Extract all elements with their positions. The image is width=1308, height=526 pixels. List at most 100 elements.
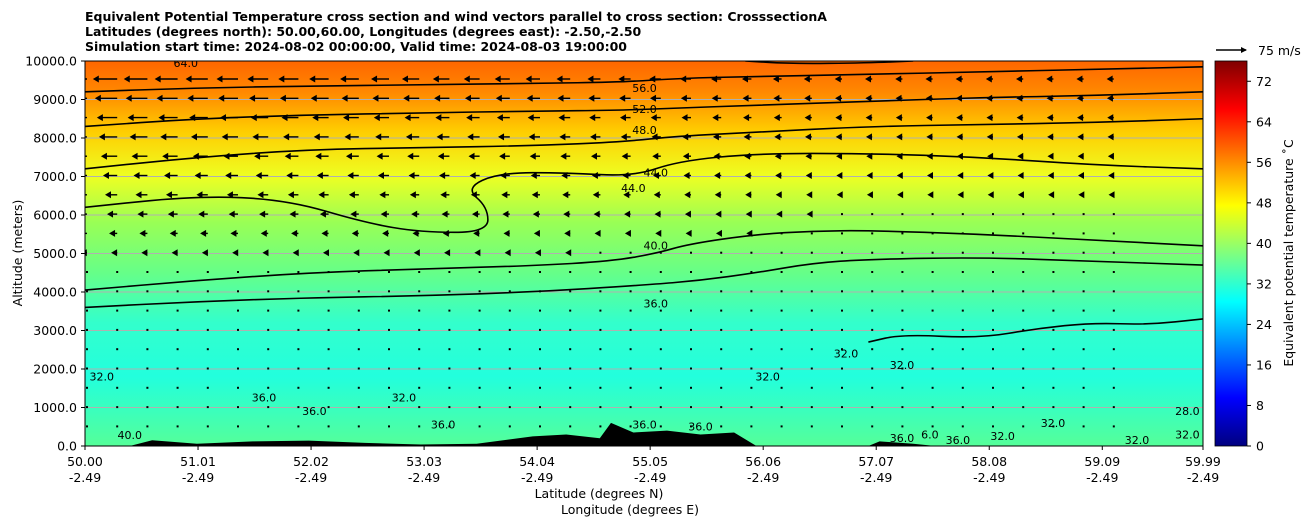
wind-vector (841, 309, 843, 312)
wind-vector-head (411, 210, 418, 218)
contour-label: 28.0 (1175, 405, 1200, 418)
wind-vector (116, 406, 119, 409)
wind-vector-head (472, 210, 479, 218)
wind-vector-head (895, 94, 902, 102)
y-tick-label: 8000.0 (33, 131, 77, 146)
wind-vector-head (557, 94, 564, 102)
colorbar-tick-label: 48 (1256, 195, 1272, 210)
wind-vector-head (109, 229, 116, 237)
wind-vector-head (1108, 191, 1115, 199)
wind-vector-head (561, 172, 568, 179)
wind-vector-head (319, 210, 326, 218)
wind-vector-head (102, 172, 109, 179)
wind-vector (961, 309, 964, 312)
wind-vector (901, 271, 904, 273)
wind-vector (267, 290, 270, 293)
wind-vector-head (373, 114, 380, 122)
wind-vector-head (1106, 94, 1113, 102)
wind-vector (116, 309, 119, 312)
wind-vector (841, 232, 843, 235)
wind-vector (780, 251, 783, 254)
wind-vector (418, 425, 421, 428)
wind-vector-head (711, 94, 718, 102)
wind-vector (720, 328, 723, 331)
wind-vector (629, 290, 632, 293)
wind-vector (357, 425, 360, 428)
wind-vector-head (926, 152, 933, 160)
wind-vector (357, 406, 360, 409)
wind-vector-head (466, 114, 473, 122)
wind-vector (116, 367, 119, 370)
wind-vector-head (896, 152, 903, 160)
contour-label: 32.0 (1041, 417, 1066, 430)
wind-vector (1112, 386, 1115, 389)
wind-vector (1112, 406, 1115, 409)
wind-vector (1052, 271, 1055, 273)
wind-vector (478, 348, 481, 351)
wind-vector-head (154, 75, 161, 83)
wind-vector-head (412, 229, 419, 237)
wind-vector (1022, 213, 1025, 216)
wind-vector-head (589, 114, 596, 122)
wind-vector (780, 406, 783, 409)
colorbar-tick-label: 32 (1256, 276, 1272, 291)
contour-label: 48.0 (632, 124, 657, 137)
wind-vector (206, 348, 209, 351)
wind-vector-head (1078, 172, 1085, 179)
wind-vector-head (371, 75, 378, 83)
wind-vector (1052, 328, 1055, 331)
wind-vector-head (590, 133, 597, 141)
colorbar-ticks: 0 8 16 24 32 40 48 56 64 72 (1247, 74, 1272, 454)
wind-vector-head (745, 210, 752, 218)
wind-vector (508, 290, 511, 293)
wind-vector-head (198, 210, 205, 218)
wind-vector-head (259, 210, 266, 218)
wind-vector (327, 309, 330, 312)
wind-vector (1082, 348, 1085, 351)
wind-vector-head (464, 94, 471, 102)
wind-vector-head (185, 75, 192, 83)
wind-vector-head (66, 114, 72, 121)
wind-vector (1082, 406, 1085, 409)
wind-vector (478, 425, 481, 428)
contour-label: 32.0 (90, 371, 115, 384)
wind-vector-head (556, 75, 563, 83)
wind-vector (297, 309, 300, 312)
wind-vector (327, 271, 330, 273)
wind-vector-head (162, 152, 169, 160)
wind-vector (86, 348, 88, 351)
wind-vector-head (1077, 114, 1084, 122)
wind-vector-head (712, 133, 719, 141)
contour-label: 44.0 (644, 167, 669, 180)
wind-vector-head (79, 230, 85, 237)
wind-vector (1022, 232, 1025, 235)
contour-label: 36.0 (302, 405, 327, 418)
wind-vector (961, 271, 964, 273)
wind-vector (961, 251, 964, 254)
wind-vector-head (96, 114, 103, 122)
wind-vector-head (341, 94, 348, 102)
wind-vector (810, 290, 813, 293)
contour-line-48.0 (85, 117, 1203, 170)
wind-vector-head (70, 153, 76, 160)
wind-vector (388, 367, 390, 370)
wind-vector-head (1106, 75, 1113, 83)
wind-vector (992, 386, 994, 389)
wind-vector-head (987, 172, 994, 179)
wind-vector-head (806, 210, 813, 218)
wind-vector (116, 425, 119, 428)
y-tick-label: 9000.0 (33, 92, 77, 107)
wind-vector-head (1048, 191, 1055, 199)
colorbar-tick-label: 0 (1256, 439, 1264, 454)
wind-vector-head (1047, 172, 1054, 179)
wind-vector (901, 367, 904, 370)
wind-vector (599, 328, 602, 331)
wind-vector (357, 348, 360, 351)
wind-vector (1082, 386, 1085, 389)
x-axis-label-line-1: Latitude (degrees N) (535, 486, 664, 501)
wind-vector-head (436, 133, 443, 141)
wind-vector (388, 386, 390, 389)
wind-vector-head (380, 210, 387, 218)
wind-vector (810, 271, 813, 273)
wind-vector (297, 367, 300, 370)
